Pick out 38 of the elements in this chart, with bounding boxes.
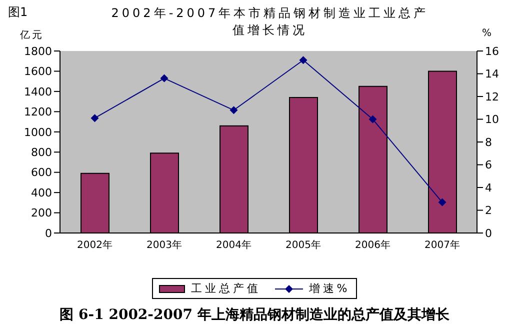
x-tick-label: 2005年 (286, 239, 321, 252)
point (230, 106, 238, 114)
caption: 图 6-1 2002-2007 年上海精品钢材制造业的总产值及其增长 (58, 306, 450, 324)
y-tick-label: 1200 (24, 106, 52, 119)
y-axis-title: 亿元 (20, 29, 44, 42)
y-tick-label: 600 (31, 166, 52, 180)
y-tick-label: 200 (31, 206, 52, 220)
y-tick-label: 1600 (24, 65, 52, 78)
y2-tick-label: 14 (485, 68, 499, 81)
point (368, 115, 377, 124)
y2-tick-label: 12 (485, 90, 499, 104)
chart-title: 2002年-2007年本市精品钢材制造业工业总产值增长情况 (110, 5, 430, 39)
x-tick-label: 2002年 (77, 239, 112, 252)
y2-tick-label: 6 (485, 158, 492, 172)
x-tick-label: 2007年 (424, 239, 460, 252)
point (90, 114, 99, 122)
y-tick-label: 1000 (24, 126, 52, 139)
y-tick-label: 0 (45, 226, 52, 240)
point (438, 198, 446, 206)
y2-tick-label: 2 (485, 204, 492, 218)
y2-tick-label: 4 (485, 181, 492, 194)
y-tick-label: 400 (31, 186, 52, 200)
y2-tick-label: 0 (485, 226, 492, 240)
caption: 图1 (8, 4, 28, 21)
legend-label: 增速% (308, 281, 350, 296)
x-tick-label: 2003年 (146, 239, 182, 252)
point (299, 56, 308, 64)
y2-tick-label: 8 (485, 136, 492, 149)
x-tick-label: 2004年 (216, 239, 252, 252)
x-tick-label: 2006年 (355, 239, 390, 252)
point (160, 74, 168, 82)
y2-axis-title: % (482, 28, 492, 39)
y2-tick-label: 16 (485, 44, 499, 58)
legend-label: 工业总产值 (190, 281, 261, 296)
y-tick-label: 800 (31, 146, 52, 160)
y2-tick-label: 10 (485, 113, 499, 126)
y-tick-label: 1400 (24, 85, 52, 98)
y-tick-label: 1800 (24, 44, 52, 58)
